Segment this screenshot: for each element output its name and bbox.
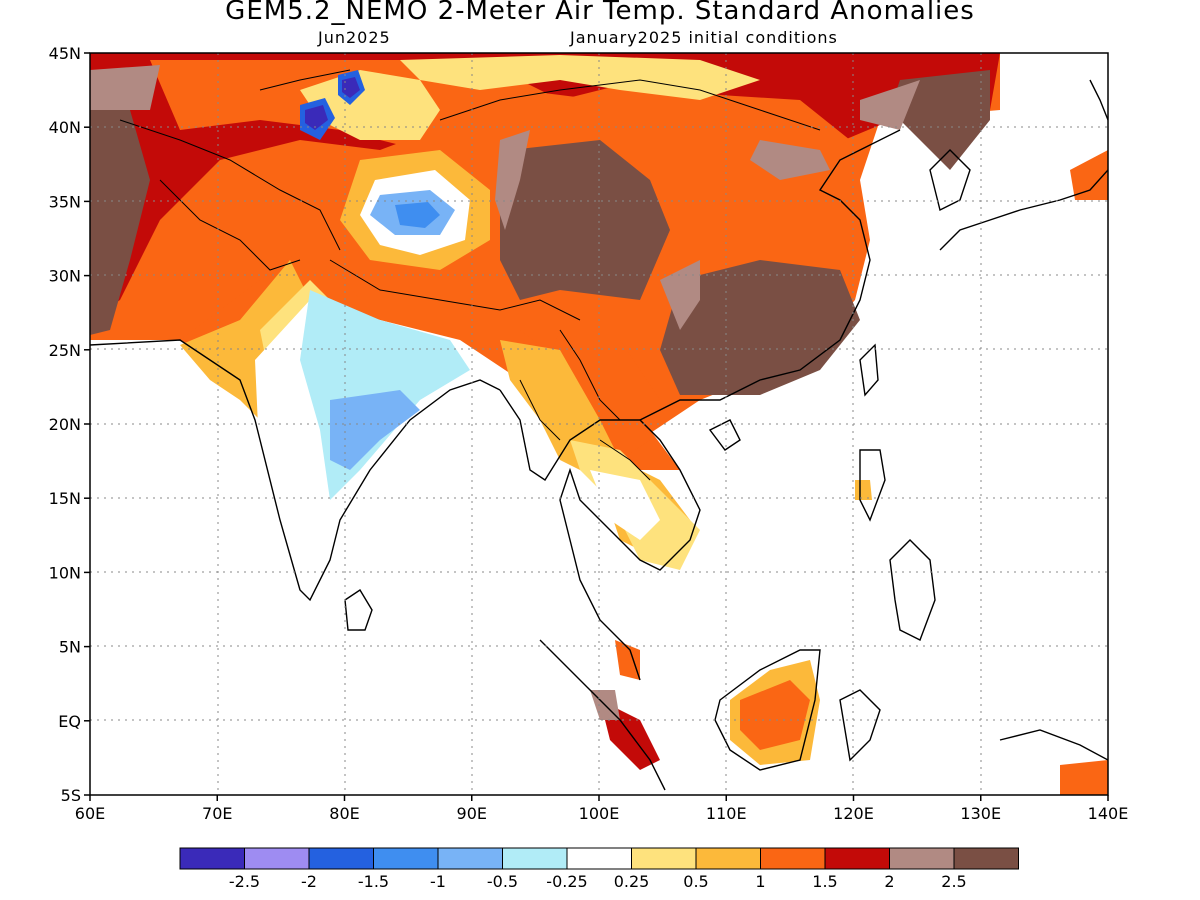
anomaly-region-korea-brown: [890, 70, 990, 170]
lat-tick-label: 5S: [61, 786, 81, 805]
legend-swatch: [953, 847, 1019, 870]
lat-tick-label: 40N: [49, 118, 81, 137]
legend-swatch: [179, 847, 245, 870]
legend-swatch: [631, 847, 697, 870]
anomaly-region-newguinea-orange: [1060, 760, 1108, 795]
anomaly-region-south-china-pink: [660, 260, 700, 330]
lon-tick-label: 110E: [706, 804, 747, 823]
legend-swatch: [889, 847, 955, 870]
anomaly-region-east-china-pink: [750, 140, 830, 180]
anomaly-region-borneo-orange: [740, 680, 810, 750]
latitude-axis: 45N 40N 35N 30N 25N 20N 15N 10N 5N EQ 5S: [49, 44, 90, 805]
anomaly-region-malaya-orange: [615, 640, 640, 680]
anomaly-region-japan-orange: [1070, 150, 1108, 200]
legend-swatch: [502, 847, 568, 870]
anomaly-region-west-pink: [90, 65, 160, 110]
anomaly-region-indochina-neutral: [590, 470, 660, 540]
anomaly-region-tarim-yellow: [300, 70, 440, 140]
anomaly-region-west-brown: [90, 110, 150, 335]
lat-tick-label: EQ: [58, 712, 81, 731]
legend-label: 2.5: [941, 872, 966, 891]
init-conditions-label: January2025 initial conditions: [570, 28, 838, 47]
anomaly-region-qinghai-pink: [495, 130, 530, 230]
lat-tick-label: 10N: [49, 563, 81, 582]
map-plot-area: [90, 53, 1108, 795]
lat-tick-label: 30N: [49, 267, 81, 286]
legend-label: 1: [755, 872, 765, 891]
gridlines: [90, 53, 1108, 795]
anomaly-region-philippines-warm: [855, 480, 872, 500]
lon-tick-label: 120E: [833, 804, 874, 823]
legend-swatch: [695, 847, 761, 870]
lon-tick-label: 60E: [75, 804, 105, 823]
anomaly-region-south-china-brown: [660, 260, 860, 395]
legend-label: -1.5: [358, 872, 389, 891]
anomaly-region-northeast-pink: [860, 80, 920, 130]
legend-label: -2: [301, 872, 317, 891]
country-borders: [119, 69, 821, 481]
legend-swatch: [373, 847, 439, 870]
anomaly-region-india-blue: [330, 390, 420, 470]
lon-tick-label: 90E: [457, 804, 487, 823]
lon-tick-label: 140E: [1088, 804, 1129, 823]
color-legend: -2.5 -2 -1.5 -1 -0.5 -0.25 0.25 0.5 1 1.5 2 2.5: [179, 847, 1019, 891]
lat-tick-label: 25N: [49, 341, 81, 360]
legend-swatch: [437, 847, 503, 870]
anomaly-cell-cold-1-core: [305, 105, 328, 130]
lon-tick-label: 70E: [202, 804, 232, 823]
lat-tick-label: 20N: [49, 415, 81, 434]
lon-tick-label: 80E: [329, 804, 359, 823]
map-title: GEM5.2_NEMO 2-Meter Air Temp. Standard A…: [225, 0, 975, 26]
lat-tick-label: 5N: [59, 638, 81, 657]
lon-tick-label: 100E: [579, 804, 620, 823]
legend-swatch: [566, 847, 632, 870]
legend-label: -0.25: [546, 872, 587, 891]
anomaly-cell-cold-2-core: [342, 77, 360, 98]
legend-label: -1: [430, 872, 446, 891]
legend-label: 0.5: [683, 872, 708, 891]
legend-label: -0.5: [487, 872, 518, 891]
legend-label: -2.5: [229, 872, 260, 891]
coastlines: [90, 79, 1108, 791]
anomaly-region-qinghai-brown: [500, 140, 670, 300]
legend-label: 1.5: [812, 872, 837, 891]
valid-month-label: Jun2025: [318, 28, 391, 47]
anomaly-region-indochina-orange: [540, 330, 660, 460]
legend-swatch: [824, 847, 890, 870]
lat-tick-label: 35N: [49, 192, 81, 211]
lat-tick-label: 15N: [49, 489, 81, 508]
longitude-axis: 60E 70E 80E 90E 100E 110E 120E 130E 140E: [75, 795, 1129, 823]
lat-tick-label: 45N: [49, 44, 81, 63]
lon-tick-label: 130E: [960, 804, 1001, 823]
legend-swatch: [244, 847, 310, 870]
legend-swatch: [760, 847, 826, 870]
anomaly-region-tibet-cold: [395, 202, 440, 228]
legend-label: 2: [884, 872, 894, 891]
anomaly-region-india-warm: [180, 260, 310, 420]
anomaly-region-mongolia-yellow: [400, 55, 760, 100]
legend-swatch: [308, 847, 374, 870]
legend-label: 0.25: [614, 872, 650, 891]
